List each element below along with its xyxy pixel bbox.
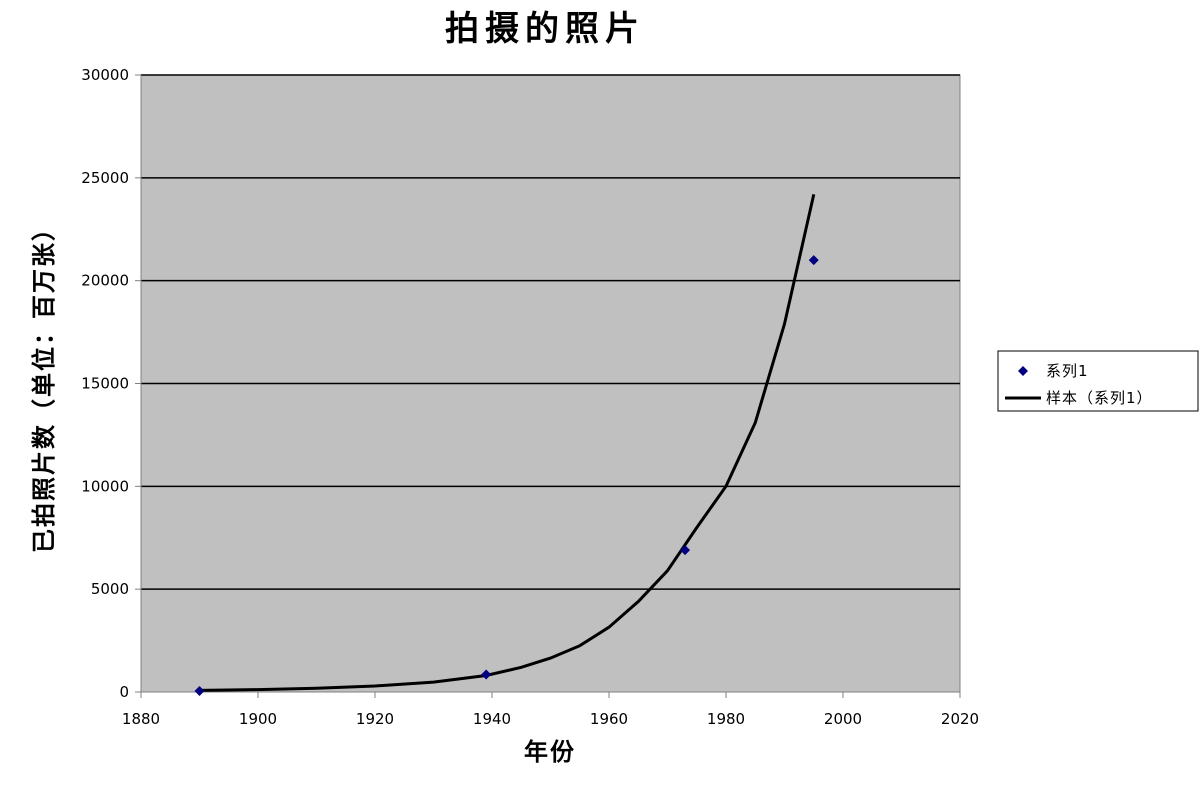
x-tick-label: 1880 (122, 710, 160, 728)
y-tick-label: 30000 (81, 66, 129, 84)
chart-title: 拍摄的照片 (445, 9, 645, 49)
y-tick-label: 15000 (81, 375, 129, 393)
y-tick-label: 0 (119, 683, 129, 701)
x-tick-label: 1920 (356, 710, 394, 728)
x-tick-labels: 1880 1900 1920 1940 1960 1980 2000 2020 (122, 710, 979, 728)
data-point (194, 685, 205, 696)
y-tick-label: 5000 (91, 580, 129, 598)
x-tick-label: 2000 (824, 710, 862, 728)
data-point (481, 669, 492, 680)
x-tick-label: 2020 (941, 710, 979, 728)
x-tick-label: 1900 (239, 710, 277, 728)
y-axis-label: 已拍照片数（单位：百万张） (30, 215, 58, 553)
legend-label: 样本（系列1） (1046, 389, 1153, 407)
data-point (680, 545, 691, 556)
data-point (808, 255, 819, 266)
trend-line (199, 193, 816, 692)
y-tick-label: 10000 (81, 477, 129, 495)
legend-items: 系列1 样本（系列1） (1005, 362, 1153, 407)
x-axis-label: 年份 (524, 738, 576, 766)
legend-marker (1018, 366, 1028, 376)
y-tick-labels: 0 5000 10000 15000 20000 25000 30000 (81, 66, 129, 701)
legend-label: 系列1 (1046, 362, 1089, 380)
x-tick-label: 1980 (707, 710, 745, 728)
axes (135, 74, 961, 698)
series-layer (194, 193, 819, 696)
x-tick-label: 1940 (473, 710, 511, 728)
legend-box (997, 350, 1199, 412)
y-tick-label: 20000 (81, 272, 129, 290)
x-tick-label: 1960 (590, 710, 628, 728)
y-tick-label: 25000 (81, 169, 129, 187)
legend: 系列1 样本（系列1） (997, 350, 1199, 412)
grid-lines (141, 74, 960, 590)
